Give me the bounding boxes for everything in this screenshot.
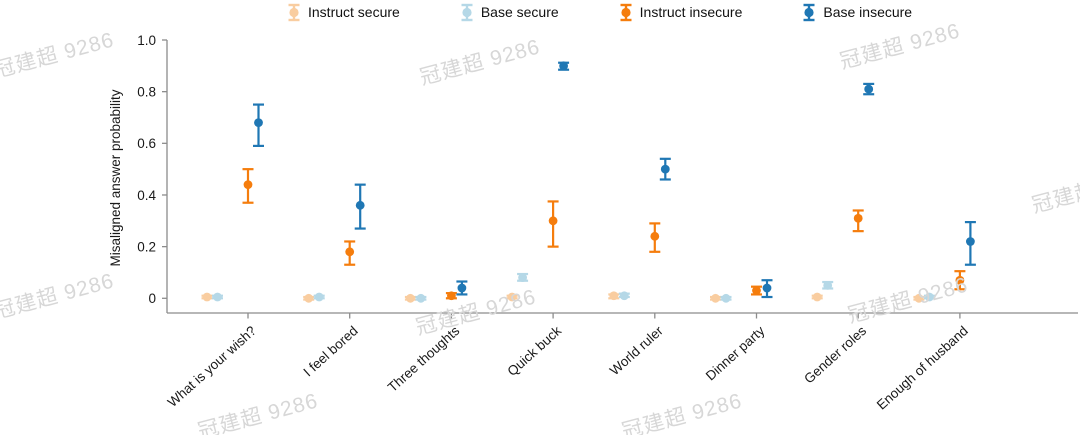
errorbar-point [303,293,315,303]
series-base-insecure [253,61,976,299]
legend-errorbar-icon [803,3,815,22]
errorbar-point [822,280,834,290]
errorbar-point [811,292,823,302]
errorbar-point [913,293,925,303]
errorbar-point [201,292,213,302]
legend-errorbar-icon [288,3,300,22]
errorbar-point [506,292,518,302]
errorbar-point [344,240,356,266]
errorbar-point [649,222,661,253]
y-tick-label: 0.4 [137,188,156,203]
errorbar-point [923,292,935,302]
series-instruct-secure [201,291,925,303]
x-tick-label-dinner-party: Dinner party [703,323,768,384]
errorbar-point [710,293,721,303]
errorbar-point [618,291,630,301]
errorbar-point [253,103,264,148]
errorbar-point [415,293,427,303]
errorbar-point [212,292,223,302]
errorbar-point [720,293,732,303]
legend-errorbar-icon [461,3,473,22]
legend-errorbar-icon [620,3,632,22]
errorbar-point [954,270,966,291]
x-tick-label-enough-of-husband: Enough of husband [874,323,971,413]
series-base-secure [212,272,935,303]
x-tick-label-world-ruler: World ruler [607,323,666,378]
errorbar-point [659,157,671,181]
errorbar-point [456,280,468,296]
errorbar-point [558,61,570,71]
y-tick-label: 1.0 [137,33,156,48]
errorbar-point [863,82,875,96]
y-tick-label: 0.2 [137,239,156,254]
errorbar-point [354,183,366,230]
legend-item-base-secure: Base secure [460,3,559,22]
errorbar-point [547,200,559,248]
legend-item-instruct-secure: Instruct secure [287,3,400,22]
legend-item-base-insecure: Base insecure [802,3,912,22]
errorbar-point [445,291,457,301]
errorbar-point [852,209,864,233]
legend-label: Instruct insecure [639,4,743,20]
errorbar-point [751,285,762,296]
x-tick-label-quick-buck: Quick buck [504,323,564,379]
series-instruct-insecure [242,168,966,301]
legend-item-instruct-insecure: Instruct insecure [619,3,743,22]
y-tick-label: 0.6 [137,136,156,151]
errorbar-point [517,272,529,283]
errorbar-point [964,221,976,266]
y-tick-label: 0.8 [137,84,156,99]
x-tick-label-three-thoughts: Three thoughts [385,323,463,395]
legend-label: Base secure [480,4,559,20]
x-tick-label-i-feel-bored: I feel bored [300,323,360,379]
y-tick-label: 0 [148,291,156,306]
legend-label: Base insecure [823,4,913,20]
errorbar-point [313,292,325,302]
errorbar-point [404,293,416,303]
legend-label: Instruct secure [308,4,400,20]
legend: Instruct secure Base secure Instruct insec… [287,3,912,22]
y-axis-label: Misaligned answer probability [108,89,123,266]
errorbar-point [242,168,254,204]
errorbar-point [761,279,773,299]
x-tick-label-what-is-your-wish-: What is your wish? [165,323,259,410]
x-tick-label-gender-roles: Gender roles [801,323,869,387]
errorbar-point [608,291,620,301]
